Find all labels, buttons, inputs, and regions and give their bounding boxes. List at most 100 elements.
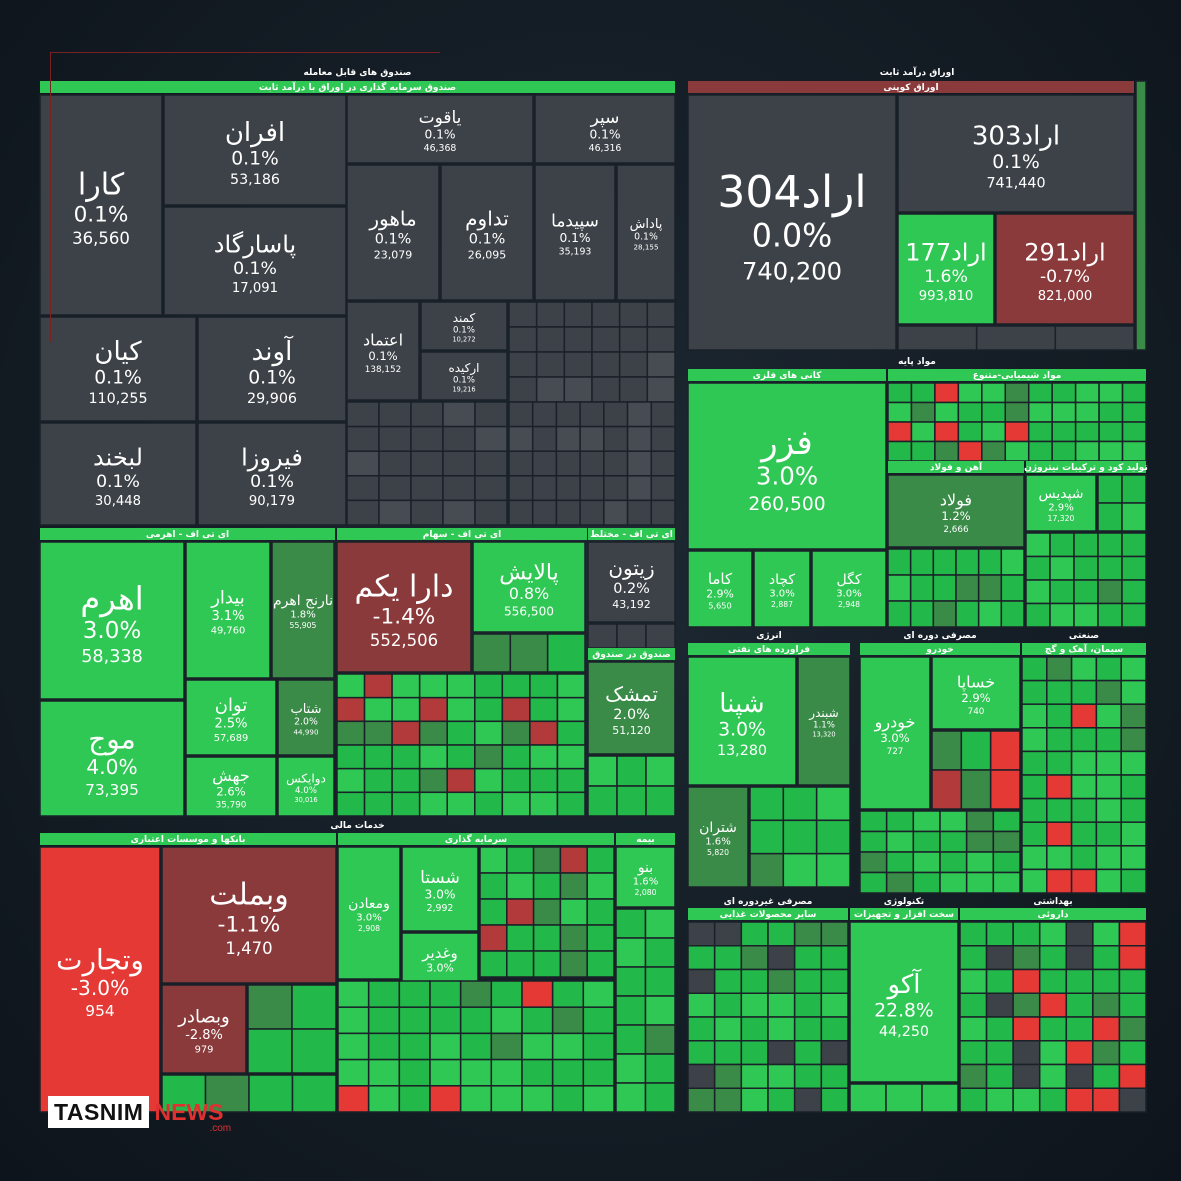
minor-tile[interactable] [934, 401, 960, 423]
tile-موج[interactable] [39, 700, 185, 817]
minor-tile[interactable] [782, 852, 818, 888]
minor-tile[interactable] [346, 499, 380, 526]
minor-tile[interactable] [959, 1040, 988, 1066]
minor-tile[interactable] [713, 1087, 743, 1113]
minor-tile[interactable] [429, 1032, 462, 1061]
group-metals-bar[interactable] [688, 369, 886, 381]
tile-اراد291[interactable] [995, 213, 1135, 325]
minor-tile[interactable] [555, 425, 581, 452]
minor-tile[interactable] [506, 872, 535, 900]
minor-tile[interactable] [955, 548, 980, 576]
minor-tile[interactable] [363, 696, 393, 723]
minor-tile[interactable] [1098, 401, 1124, 423]
minor-tile[interactable] [740, 921, 769, 947]
minor-tile[interactable] [291, 1074, 337, 1113]
tile-کمند[interactable] [420, 301, 508, 351]
minor-tile[interactable] [1046, 821, 1073, 847]
minor-tile[interactable] [346, 450, 380, 477]
minor-tile[interactable] [474, 673, 504, 699]
minor-tile[interactable] [645, 623, 676, 649]
minor-tile[interactable] [646, 326, 676, 353]
minor-tile[interactable] [887, 600, 912, 628]
minor-tile[interactable] [501, 744, 531, 770]
minor-tile[interactable] [957, 401, 983, 423]
minor-tile[interactable] [939, 830, 968, 853]
minor-tile[interactable] [981, 401, 1007, 423]
tile-تداوم[interactable] [440, 164, 534, 301]
minor-tile[interactable] [582, 1032, 615, 1061]
minor-tile[interactable] [446, 696, 476, 723]
minor-tile[interactable] [1121, 555, 1147, 581]
minor-tile[interactable] [446, 791, 476, 817]
minor-tile[interactable] [989, 769, 1021, 810]
minor-tile[interactable] [410, 425, 444, 452]
minor-tile[interactable] [646, 376, 676, 403]
tile-اراد303[interactable] [897, 94, 1135, 213]
minor-tile[interactable] [909, 548, 935, 576]
minor-tile[interactable] [1073, 579, 1099, 605]
tile-افران[interactable] [163, 94, 347, 206]
minor-tile[interactable] [521, 1085, 554, 1113]
minor-tile[interactable] [1092, 1087, 1121, 1113]
minor-tile[interactable] [378, 499, 412, 526]
minor-tile[interactable] [559, 950, 588, 978]
minor-tile[interactable] [985, 1063, 1014, 1089]
minor-tile[interactable] [479, 846, 508, 874]
minor-tile[interactable] [337, 1006, 370, 1035]
minor-tile[interactable] [346, 401, 380, 428]
minor-tile[interactable] [820, 1016, 849, 1042]
minor-tile[interactable] [615, 966, 647, 997]
minor-tile[interactable] [398, 1006, 431, 1035]
minor-tile[interactable] [616, 623, 647, 649]
minor-tile[interactable] [965, 851, 995, 874]
minor-tile[interactable] [1098, 382, 1124, 404]
minor-tile[interactable] [508, 499, 534, 526]
minor-tile[interactable] [501, 720, 531, 746]
minor-tile[interactable] [1097, 602, 1123, 628]
minor-tile[interactable] [820, 1087, 849, 1113]
minor-tile[interactable] [474, 499, 508, 526]
tile-تمشک[interactable] [587, 661, 676, 755]
group-etf-stock-bar[interactable] [337, 528, 587, 540]
minor-tile[interactable] [939, 871, 968, 894]
minor-tile[interactable] [1070, 679, 1098, 705]
group-pharma-bar[interactable] [960, 908, 1146, 920]
minor-tile[interactable] [955, 574, 980, 602]
minor-tile[interactable] [446, 744, 476, 770]
minor-tile[interactable] [1118, 1063, 1147, 1089]
minor-tile[interactable] [442, 450, 476, 477]
group-auto-bar[interactable] [860, 643, 1020, 655]
minor-tile[interactable] [912, 830, 941, 853]
minor-tile[interactable] [586, 872, 615, 900]
minor-tile[interactable] [551, 1058, 585, 1087]
minor-tile[interactable] [508, 326, 538, 353]
minor-tile[interactable] [1038, 945, 1068, 971]
minor-tile[interactable] [508, 401, 534, 428]
minor-tile[interactable] [459, 1085, 493, 1113]
minor-tile[interactable] [508, 351, 538, 378]
minor-tile[interactable] [1051, 421, 1077, 443]
minor-tile[interactable] [959, 921, 988, 947]
minor-tile[interactable] [429, 1006, 462, 1035]
minor-tile[interactable] [767, 992, 796, 1018]
minor-tile[interactable] [1070, 750, 1098, 776]
minor-tile[interactable] [820, 968, 849, 994]
minor-tile[interactable] [793, 1040, 823, 1066]
minor-tile[interactable] [1027, 421, 1053, 443]
minor-tile[interactable] [529, 720, 559, 746]
minor-tile[interactable] [1004, 440, 1030, 462]
minor-tile[interactable] [555, 401, 581, 428]
minor-tile[interactable] [932, 548, 957, 576]
minor-tile[interactable] [474, 450, 508, 477]
minor-tile[interactable] [506, 846, 535, 874]
minor-tile[interactable] [474, 425, 508, 452]
minor-tile[interactable] [1065, 1087, 1094, 1113]
group-chemicals-bar[interactable] [888, 369, 1146, 381]
minor-tile[interactable] [1046, 774, 1073, 800]
minor-tile[interactable] [603, 401, 629, 428]
minor-tile[interactable] [965, 871, 995, 894]
minor-tile[interactable] [391, 696, 421, 723]
minor-tile[interactable] [687, 1087, 716, 1113]
minor-tile[interactable] [644, 1053, 676, 1084]
minor-tile[interactable] [1118, 1087, 1147, 1113]
